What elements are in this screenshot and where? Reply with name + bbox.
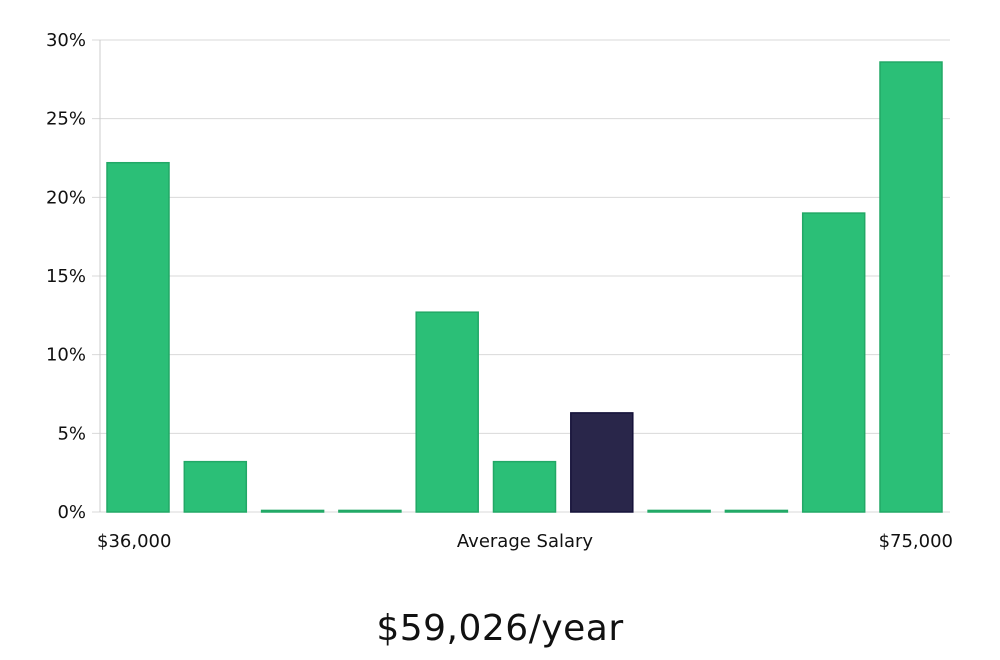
bar-1 (106, 161, 170, 513)
bar-highlight-7 (570, 412, 634, 513)
bars (106, 61, 943, 513)
bar-8 (647, 509, 711, 513)
y-tick-label-10: 10% (46, 345, 86, 366)
average-salary-value: $59,026/year (376, 608, 624, 649)
bar-9 (724, 509, 789, 513)
bar-4 (338, 509, 402, 513)
bar-11 (879, 61, 943, 513)
y-tick-label-5: 5% (57, 423, 86, 444)
bar-6 (492, 460, 557, 513)
chart-canvas: 0% 5% 10% 15% 20% 25% 30% $36,000 Average Sala… (46, 30, 953, 552)
y-tick-label-15: 15% (46, 266, 86, 287)
y-axis-ticks: 0% 5% 10% 15% 20% 25% 30% (46, 30, 86, 523)
bar-10 (801, 212, 866, 513)
x-label-center: Average Salary (457, 531, 594, 552)
y-tick-label-30: 30% (46, 30, 86, 51)
bar-2 (183, 460, 248, 513)
gridlines (92, 39, 950, 513)
y-tick-label-0: 0% (57, 502, 86, 523)
y-tick-label-25: 25% (46, 109, 86, 130)
bar-3 (260, 509, 325, 513)
x-label-max: $75,000 (879, 531, 953, 552)
x-label-min: $36,000 (97, 531, 171, 552)
y-tick-label-20: 20% (46, 187, 86, 208)
bar-5 (415, 311, 479, 513)
